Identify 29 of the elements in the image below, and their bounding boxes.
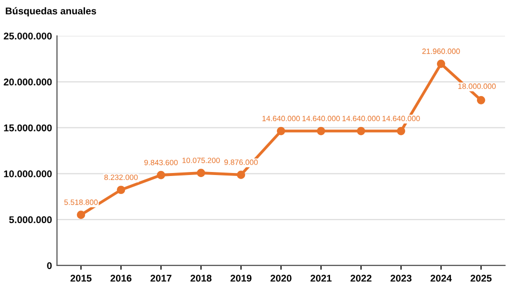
point [76,210,86,219]
point [436,60,446,68]
x-tick-label: 2018 [190,274,212,282]
point [476,96,486,104]
x-tick-label: 2025 [470,274,492,282]
point [156,170,166,180]
chart-title: Búsquedas anuales [6,7,96,16]
point [356,126,366,136]
x-tick-label: 2017 [150,274,172,282]
point [116,186,126,194]
point [236,170,246,179]
point [196,168,206,178]
y-tick-label: 0 [47,262,52,270]
point [276,126,286,136]
x-tick-label: 2023 [390,274,412,282]
x-tick-label: 2019 [230,274,252,282]
x-tick-label: 2024 [430,274,452,282]
y-tick-label: 20.000.000 [4,78,52,86]
x-tick-label: 2021 [310,274,332,282]
point [396,126,406,136]
y-tick-label: 25.000.000 [4,32,52,40]
y-tick-label: 15.000.000 [4,124,52,132]
x-tick-label: 2015 [70,274,92,282]
point [316,126,326,136]
x-tick-label: 2016 [110,274,132,282]
y-tick-label: 10.000.000 [4,170,52,178]
x-tick-label: 2022 [350,274,372,282]
x-tick-label: 2020 [270,274,292,282]
y-tick-label: 5.000.000 [9,216,52,224]
